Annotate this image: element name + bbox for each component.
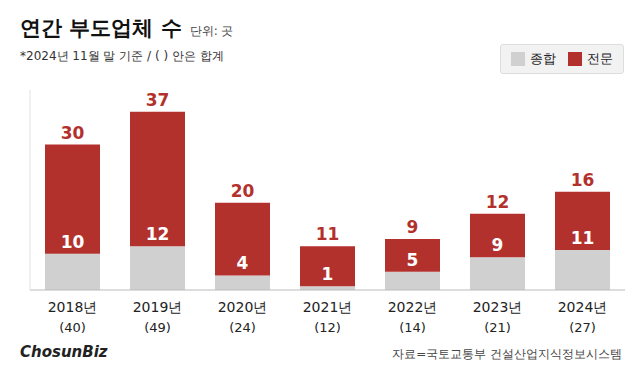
svg-text:(40): (40): [59, 320, 86, 335]
svg-text:(21): (21): [484, 320, 511, 335]
svg-text:1: 1: [322, 264, 334, 284]
svg-text:12: 12: [146, 224, 170, 244]
svg-text:20: 20: [231, 181, 255, 201]
svg-text:2020년: 2020년: [218, 299, 268, 315]
html-text:전문: 전문: [587, 51, 613, 66]
svg-text:11: 11: [571, 228, 595, 248]
svg-text:(27): (27): [569, 320, 596, 335]
svg-text:2021년: 2021년: [303, 299, 353, 315]
svg-text:37: 37: [146, 90, 170, 110]
svg-text:5: 5: [407, 250, 419, 270]
svg-text:30: 30: [61, 123, 85, 143]
svg-text:16: 16: [571, 170, 595, 190]
svg-text:10: 10: [61, 232, 85, 252]
html-text:자료=국토교통부 건설산업지식정보시스템: 자료=국토교통부 건설산업지식정보시스템: [392, 347, 622, 361]
svg-text:2023년: 2023년: [473, 299, 523, 315]
svg-text:(24): (24): [229, 320, 256, 335]
svg-text:(49): (49): [144, 320, 171, 335]
svg-text:2018년: 2018년: [48, 299, 98, 315]
html-text:*2024년 11월 말 기준 / ( ) 안은 합계: *2024년 11월 말 기준 / ( ) 안은 합계: [20, 49, 224, 63]
svg-text:2019년: 2019년: [133, 299, 183, 315]
svg-text:11: 11: [316, 224, 340, 244]
svg-text:9: 9: [407, 217, 419, 237]
html-text:ChosunBiz: ChosunBiz: [20, 343, 108, 361]
svg-text:(12): (12): [314, 320, 341, 335]
html-text:종합: 종합: [530, 51, 556, 66]
svg-text:12: 12: [486, 192, 510, 212]
svg-text:(14): (14): [399, 320, 426, 335]
html-text:연간 부도업체 수 단위: 곳: 연간 부도업체 수 단위: 곳: [20, 16, 234, 40]
svg-text:4: 4: [237, 253, 249, 273]
svg-text:9: 9: [492, 235, 504, 255]
svg-text:2022년: 2022년: [388, 299, 438, 315]
svg-text:2024년: 2024년: [558, 299, 608, 315]
